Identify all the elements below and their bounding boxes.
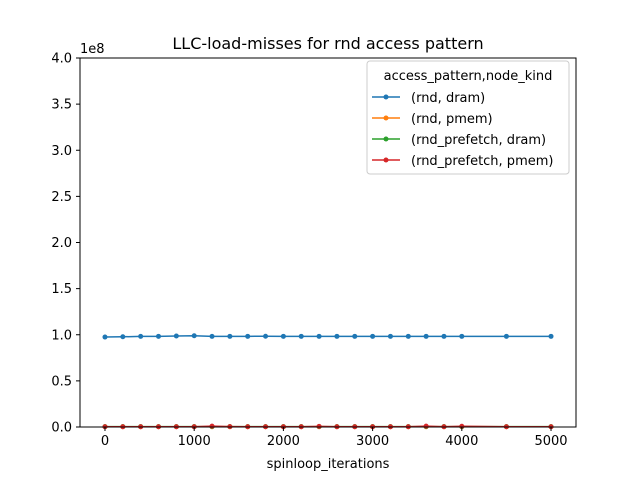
data-point — [120, 334, 126, 340]
y-tick-label: 0.0 — [51, 421, 72, 436]
series-0 — [102, 333, 554, 340]
y-tick-label: 3.0 — [51, 144, 72, 159]
legend-marker — [383, 115, 389, 121]
data-point — [102, 334, 108, 340]
data-point — [459, 333, 465, 339]
x-tick-label: 3000 — [356, 434, 389, 449]
data-point — [173, 333, 179, 339]
data-point — [298, 333, 304, 339]
data-point — [280, 333, 286, 339]
data-point — [334, 333, 340, 339]
data-point — [245, 333, 251, 339]
y-tick-label: 4.0 — [51, 52, 72, 67]
legend-frame — [366, 60, 570, 175]
series-line — [104, 335, 552, 338]
x-tick-label: 5000 — [534, 434, 567, 449]
data-point — [459, 423, 465, 429]
series-3 — [102, 423, 554, 430]
legend-item: (rnd, pmem) — [372, 112, 493, 127]
x-tick-label: 4000 — [445, 434, 478, 449]
legend-label: (rnd_prefetch, dram) — [411, 133, 546, 148]
y-tick-label: 2.5 — [51, 190, 72, 205]
data-point — [405, 333, 411, 339]
data-point — [423, 333, 429, 339]
y-tick-label: 2.0 — [51, 236, 72, 251]
x-tick-label: 2000 — [267, 434, 300, 449]
data-point — [423, 423, 429, 429]
legend-label: (rnd_prefetch, pmem) — [411, 154, 553, 169]
y-tick-label: 1.5 — [51, 282, 72, 297]
y-tick-label: 1.0 — [51, 328, 72, 343]
data-point — [138, 333, 144, 339]
data-point — [352, 333, 358, 339]
legend-label: (rnd, pmem) — [411, 112, 493, 127]
x-tick-label: 1000 — [178, 434, 211, 449]
y-offset-label: 1e8 — [80, 42, 105, 57]
plot-area — [102, 333, 554, 430]
legend-marker — [383, 157, 389, 163]
data-point — [156, 333, 161, 339]
chart-title: LLC-load-misses for rnd access pattern — [172, 34, 483, 53]
legend-marker — [383, 94, 389, 100]
legend-item: (rnd, dram) — [372, 91, 485, 106]
data-point — [209, 423, 215, 429]
data-point — [191, 333, 197, 339]
data-point — [441, 333, 447, 339]
legend-item: (rnd_prefetch, dram) — [372, 133, 546, 148]
data-point — [370, 333, 376, 339]
x-tick-label: 0 — [101, 434, 109, 449]
x-axis-label: spinloop_iterations — [267, 457, 390, 472]
data-point — [227, 333, 233, 339]
data-point — [387, 333, 393, 339]
legend-item: (rnd_prefetch, pmem) — [372, 154, 553, 169]
data-point — [316, 423, 322, 429]
legend: access_pattern,node_kind (rnd, dram) (rnd… — [366, 60, 570, 175]
data-point — [503, 333, 509, 339]
data-point — [548, 333, 554, 339]
data-point — [316, 333, 322, 339]
axes: 0 1000 2000 3000 4000 5000 0.0 0.5 1.0 1.5 2.0 2.5 3… — [51, 52, 577, 449]
legend-title: access_pattern,node_kind — [384, 69, 553, 84]
data-point — [209, 333, 215, 339]
y-tick-label: 3.5 — [51, 98, 72, 113]
legend-label: (rnd, dram) — [411, 91, 485, 106]
y-tick-label: 0.5 — [51, 374, 72, 389]
legend-marker — [383, 136, 389, 142]
data-point — [263, 333, 269, 339]
